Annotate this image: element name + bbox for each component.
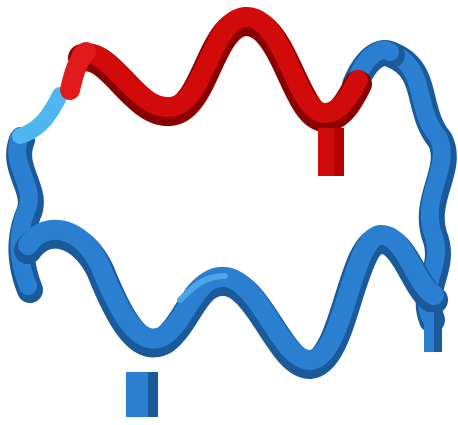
- leg-blue-front-face: [126, 372, 148, 417]
- band-left: [8, 127, 38, 295]
- band-top-red-left: [60, 42, 96, 100]
- band-bottom: [18, 219, 444, 370]
- band-bottom-highlight: [177, 273, 228, 303]
- leg-red-face: [318, 128, 334, 176]
- band-right: [381, 43, 451, 326]
- band-top-red: [72, 7, 368, 123]
- band-left-highlight: [12, 87, 68, 144]
- leg-blue-right-face: [424, 312, 434, 352]
